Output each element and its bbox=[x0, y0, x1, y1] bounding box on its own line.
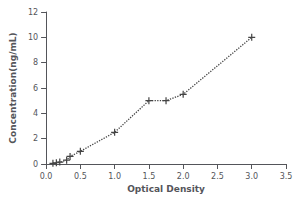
svg-text:8: 8 bbox=[33, 58, 38, 67]
svg-text:0.0: 0.0 bbox=[40, 172, 53, 181]
svg-text:Optical Density: Optical Density bbox=[127, 184, 205, 194]
svg-text:4: 4 bbox=[33, 109, 38, 118]
svg-text:2.5: 2.5 bbox=[211, 172, 224, 181]
svg-text:1.5: 1.5 bbox=[143, 172, 156, 181]
svg-text:2.0: 2.0 bbox=[177, 172, 190, 181]
svg-text:6: 6 bbox=[33, 84, 38, 93]
svg-text:0: 0 bbox=[33, 160, 38, 169]
svg-text:3.0: 3.0 bbox=[245, 172, 258, 181]
svg-text:1.0: 1.0 bbox=[108, 172, 121, 181]
svg-text:3.5: 3.5 bbox=[280, 172, 293, 181]
svg-text:Concentration(ng/mL): Concentration(ng/mL) bbox=[8, 32, 18, 143]
svg-text:2: 2 bbox=[33, 134, 38, 143]
svg-text:10: 10 bbox=[28, 33, 38, 42]
svg-text:0.5: 0.5 bbox=[74, 172, 87, 181]
svg-text:12: 12 bbox=[28, 8, 38, 17]
